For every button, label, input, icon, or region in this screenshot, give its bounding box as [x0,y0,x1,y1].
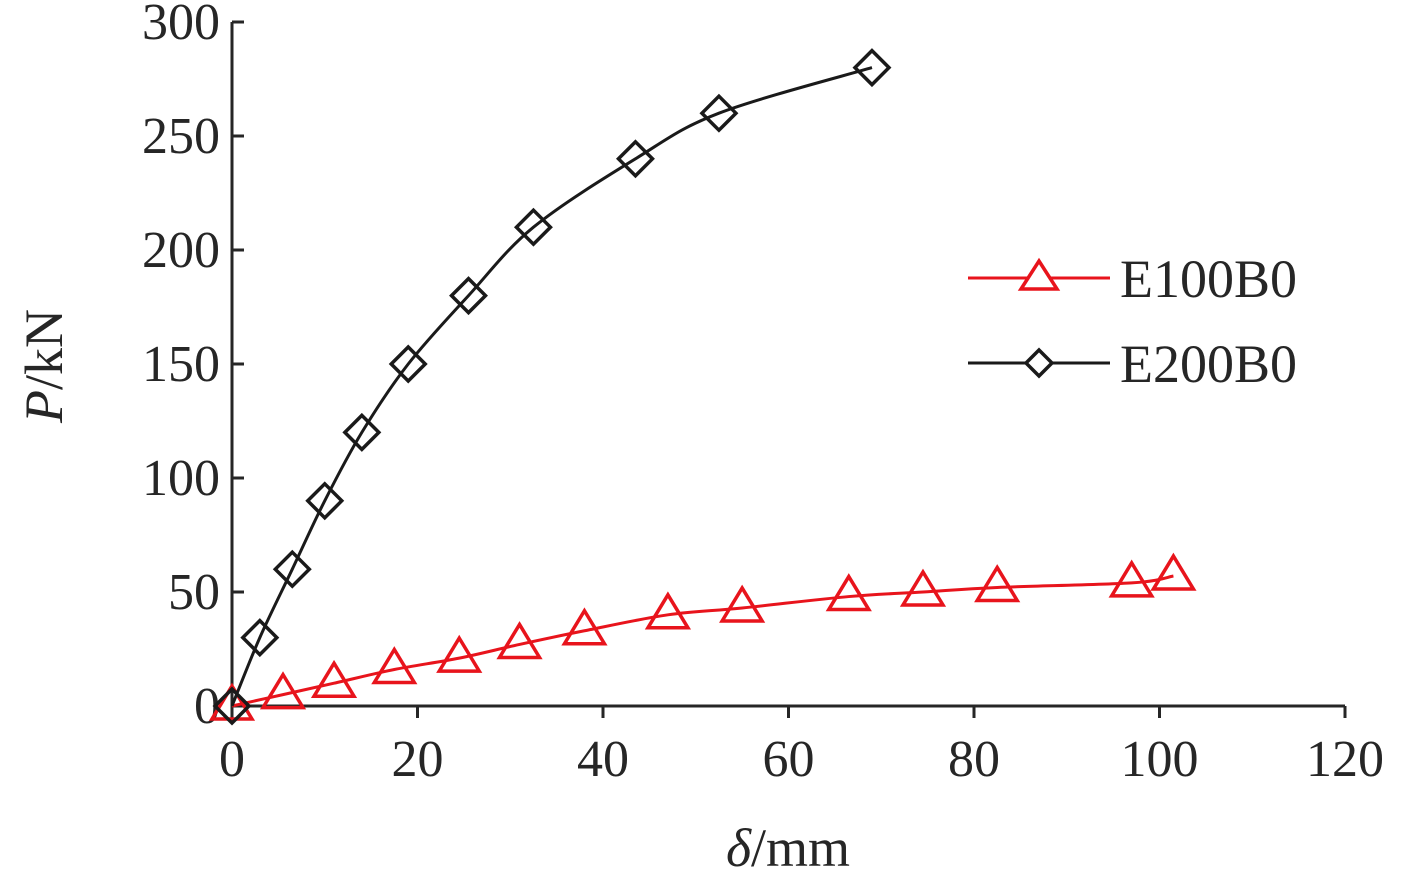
legend-label-e200b0: E200B0 [1120,334,1297,394]
data-point-e100b0 [259,671,307,710]
data-point-e200b0 [388,344,428,384]
data-point-e200b0 [342,412,382,452]
data-point-e100b0 [371,646,418,685]
data-point-e200b0 [212,686,252,726]
y-tick-label: 200 [142,222,220,279]
y-tick-label: 250 [142,108,220,165]
y-axis-unit: /kN [14,309,74,390]
data-point-e100b0 [208,682,256,721]
data-point-e100b0 [899,568,947,607]
data-point-e200b0 [699,93,739,133]
data-point-e100b0 [436,634,483,673]
y-tick-label: 300 [142,0,220,51]
y-axis-label: P/kN [14,309,74,424]
data-point-e100b0 [974,564,1021,603]
legend-item-e200b0: E200B0 [968,334,1297,394]
series-e200b0 [212,48,892,726]
data-point-e200b0 [449,276,488,316]
series-line-e100b0 [231,574,1174,708]
data-point-e100b0 [1108,559,1155,598]
x-axis-symbol: δ [726,818,752,874]
x-tick-label: 20 [392,731,444,788]
data-point-e100b0 [719,584,766,623]
plot-area [208,48,1197,726]
x-tick-label: 100 [1121,731,1199,788]
legend: E100B0 E200B0 [968,249,1297,394]
y-axis-symbol: P [14,390,74,424]
legend-label-e100b0: E100B0 [1120,249,1297,309]
y-tick-label: 100 [142,450,220,507]
series-line-e200b0 [230,66,873,707]
legend-item-e100b0: E100B0 [968,249,1297,309]
x-tick-label: 0 [219,731,245,788]
data-point-e100b0 [644,591,692,630]
data-point-e100b0 [310,659,358,698]
x-axis-label: δ/mm [726,818,850,874]
legend-triangle-icon [1017,257,1061,291]
data-point-e200b0 [513,207,553,247]
data-point-e100b0 [825,573,872,612]
series-e100b0 [208,552,1197,721]
x-tick-label: 80 [948,731,1000,788]
x-tick-label: 40 [577,731,629,788]
data-point-e200b0 [852,48,892,88]
x-ticks: 0 20 40 60 80 100 120 [219,706,1384,788]
data-point-e100b0 [496,621,543,660]
axes: 0 50 100 150 200 250 300 0 20 40 60 80 100 120 [142,0,1384,788]
x-tick-label: 60 [763,731,815,788]
y-tick-label: 50 [168,564,220,621]
data-point-e200b0 [240,618,280,658]
x-axis-unit: /mm [751,818,850,874]
data-point-e100b0 [1150,552,1197,591]
x-tick-label: 120 [1306,731,1384,788]
data-point-e200b0 [305,481,345,521]
data-point-e100b0 [561,607,608,646]
legend-diamond-icon [1023,347,1055,379]
data-point-e200b0 [272,549,312,589]
data-point-e200b0 [615,139,655,179]
y-tick-label: 150 [142,336,220,393]
